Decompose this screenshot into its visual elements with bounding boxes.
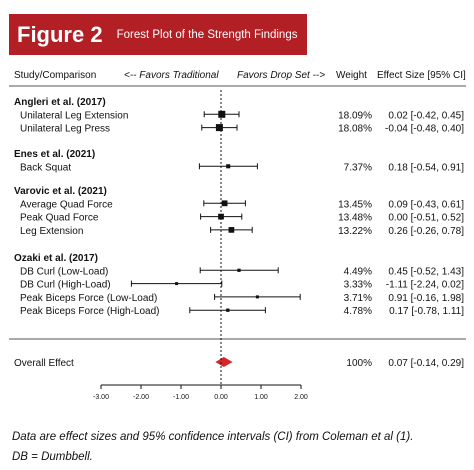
- ci-value: 0.17 [-0.78, 1.11]: [389, 306, 464, 317]
- effect-point: [237, 268, 241, 272]
- weight-value: 4.78%: [344, 306, 372, 317]
- caption-line-1: Data are effect sizes and 95% confidence…: [12, 431, 414, 443]
- study-label: Angleri et al. (2017): [14, 97, 106, 108]
- x-tick-label: 0.00: [214, 394, 228, 401]
- effect-point: [218, 110, 226, 118]
- ci-value: 0.00 [-0.51, 0.52]: [388, 213, 464, 224]
- effect-point: [228, 227, 235, 233]
- figure-banner: Figure 2 Forest Plot of the Strength Fin…: [9, 14, 307, 55]
- weight-value: 3.33%: [344, 280, 372, 291]
- overall-label: Overall Effect: [14, 358, 74, 369]
- ci-value: 0.26 [-0.26, 0.78]: [388, 226, 464, 237]
- x-tick-label: -2.00: [133, 394, 149, 401]
- header-favors-right: Favors Drop Set -->: [237, 70, 325, 81]
- study-label: Ozaki et al. (2017): [14, 253, 98, 264]
- header-favors-left: <-- Favors Traditional: [124, 70, 219, 81]
- effect-point: [215, 124, 223, 132]
- ci-value: 0.91 [-0.16, 1.98]: [388, 293, 464, 304]
- overall-weight: 100%: [346, 358, 372, 369]
- comparison-label: Leg Extension: [20, 226, 83, 237]
- comparison-label: Peak Quad Force: [20, 213, 99, 224]
- ci-value: 0.18 [-0.54, 0.91]: [388, 162, 464, 173]
- weight-value: 4.49%: [344, 266, 372, 277]
- comparison-label: Unilateral Leg Press: [20, 124, 110, 135]
- comparison-label: Average Quad Force: [20, 199, 113, 210]
- x-tick-label: -3.00: [93, 394, 109, 401]
- effect-point: [175, 282, 179, 286]
- weight-value: 13.45%: [338, 199, 372, 210]
- figure-label: Figure 2: [17, 21, 103, 47]
- weight-value: 13.22%: [338, 226, 372, 237]
- forest-plot: Study/Comparison <-- Favors Traditional …: [9, 70, 466, 401]
- ci-value: 0.45 [-0.52, 1.43]: [388, 266, 464, 277]
- effect-point: [221, 200, 228, 207]
- weight-value: 3.71%: [344, 293, 372, 304]
- overall-ci: 0.07 [-0.14, 0.29]: [388, 358, 464, 369]
- effect-point: [218, 213, 224, 220]
- caption-line-2: DB = Dumbbell.: [12, 451, 93, 463]
- effect-point: [255, 295, 259, 299]
- x-tick-label: 2.00: [294, 394, 308, 401]
- x-tick-label: -1.00: [173, 394, 189, 401]
- weight-value: 13.48%: [338, 213, 372, 224]
- effect-point: [226, 164, 231, 169]
- figure-title: Forest Plot of the Strength Findings: [116, 28, 298, 41]
- study-label: Varovic et al. (2021): [14, 186, 107, 197]
- weight-value: 7.37%: [344, 162, 372, 173]
- comparison-label: DB Curl (High-Load): [20, 280, 111, 291]
- x-tick-label: 1.00: [254, 394, 268, 401]
- ci-value: -1.11 [-2.24, 0.02]: [386, 280, 464, 291]
- overall-diamond: [215, 357, 233, 367]
- header-study: Study/Comparison: [14, 70, 96, 81]
- comparison-label: DB Curl (Low-Load): [20, 266, 108, 277]
- study-label: Enes et al. (2021): [14, 149, 95, 160]
- comparison-label: Back Squat: [20, 162, 71, 173]
- ci-value: 0.09 [-0.43, 0.61]: [388, 199, 464, 210]
- weight-value: 18.09%: [338, 110, 372, 121]
- ci-value: -0.04 [-0.48, 0.40]: [385, 124, 464, 135]
- comparison-label: Peak Biceps Force (High-Load): [20, 306, 160, 317]
- header-effect: Effect Size [95% CI]: [377, 70, 466, 81]
- ci-value: 0.02 [-0.42, 0.45]: [388, 110, 464, 121]
- comparison-label: Unilateral Leg Extension: [20, 110, 128, 121]
- effect-point: [226, 308, 230, 312]
- weight-value: 18.08%: [338, 124, 372, 135]
- header-weight: Weight: [336, 70, 367, 81]
- comparison-label: Peak Biceps Force (Low-Load): [20, 293, 157, 304]
